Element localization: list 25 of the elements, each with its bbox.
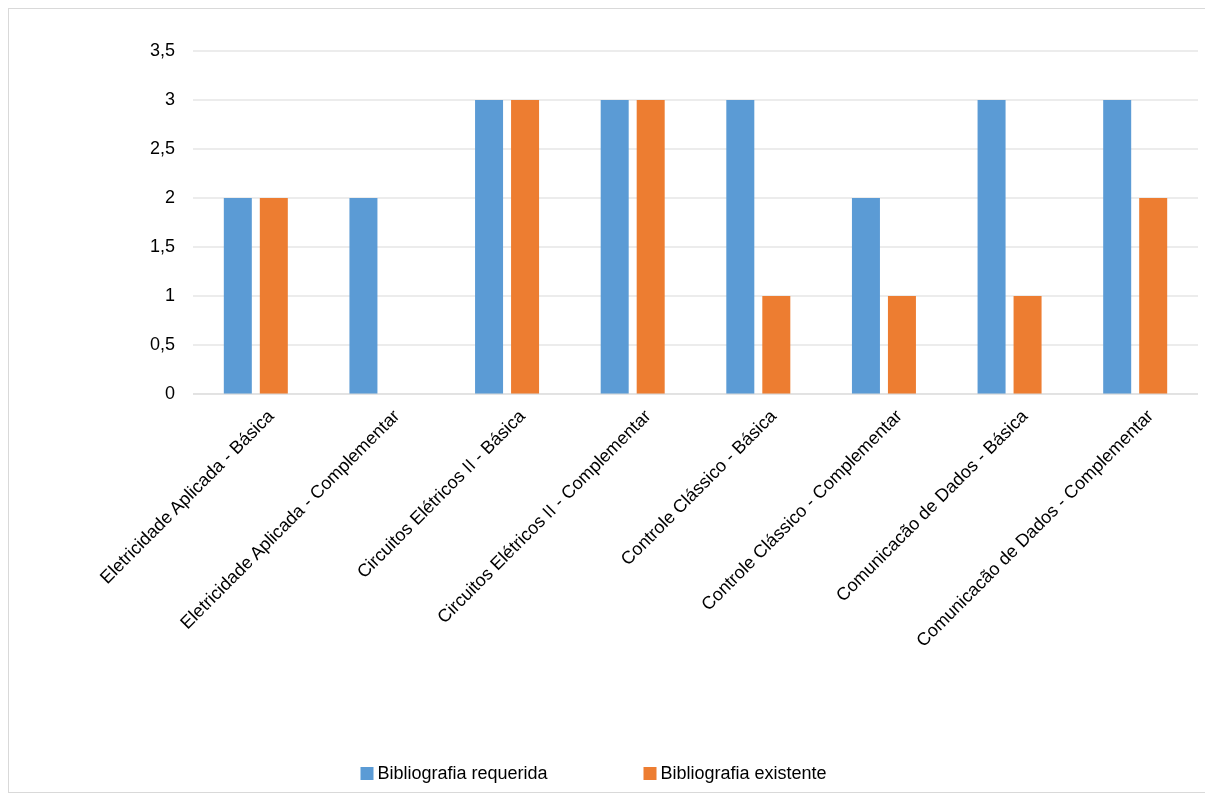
bar [726,100,755,394]
y-tick-label: 1,5 [149,235,175,256]
legend-label: Bibliografia existente [660,762,827,783]
bar [511,100,540,394]
bar [636,100,665,394]
y-tick-label: 1 [164,284,175,305]
y-tick-label: 0,5 [149,333,175,354]
y-tick-label: 2 [164,186,175,207]
bar [259,198,288,394]
legend-label: Bibliografia requerida [377,762,549,783]
bar [475,100,504,394]
bar [977,100,1006,394]
bar [1139,198,1168,394]
bar [887,296,916,394]
bar [762,296,791,394]
y-tick-label: 0 [164,382,175,403]
bar [223,198,252,394]
bar [1013,296,1042,394]
bar [1103,100,1132,394]
y-tick-label: 2,5 [149,137,175,158]
bar [851,198,880,394]
bar [349,198,378,394]
y-tick-label: 3,5 [149,39,175,60]
bar [600,100,629,394]
y-tick-label: 3 [164,88,175,109]
